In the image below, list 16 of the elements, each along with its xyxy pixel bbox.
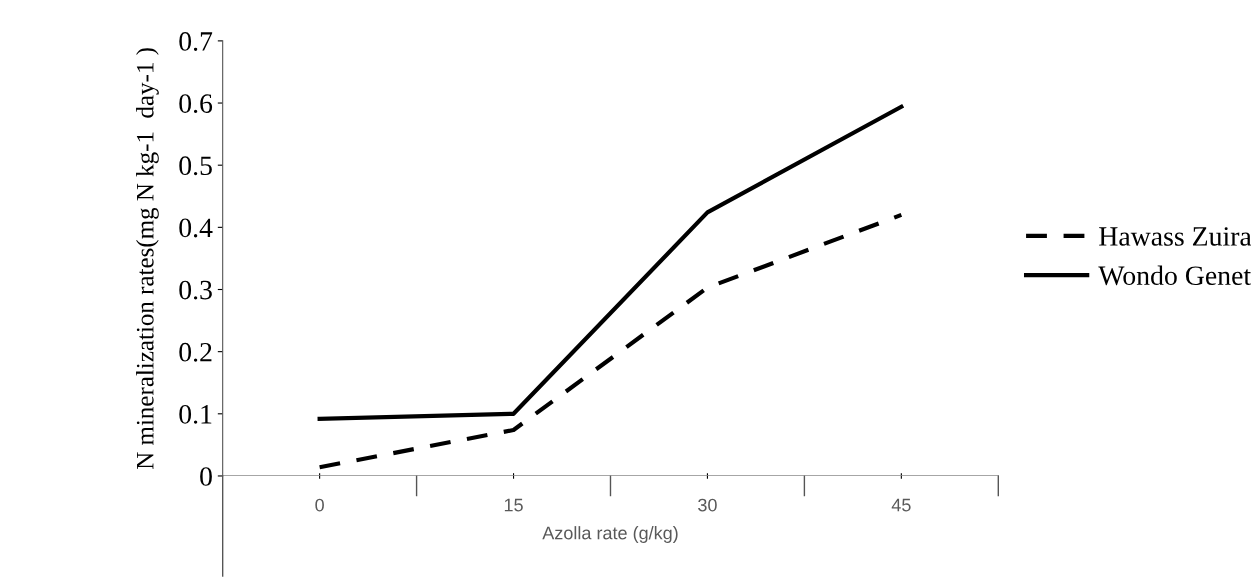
x-axis-title: Azolla rate (g/kg) [542, 526, 678, 543]
y-tick-label: 0.4 [179, 218, 213, 238]
y-tick-label: 0.2 [179, 342, 212, 362]
y-tick-label: 0.6 [179, 94, 213, 114]
legend-label: Wondo Genet [1098, 265, 1251, 286]
y-tick-label: 0.3 [179, 280, 212, 300]
x-tick-label: 0 [315, 498, 324, 512]
y-tick-label: 0.1 [179, 404, 212, 424]
legend-label: Hawass Zuira [1099, 227, 1251, 246]
x-tick-label: 45 [891, 498, 911, 512]
y-tick-label: 0.7 [179, 32, 213, 51]
x-tick-label: 15 [504, 498, 523, 512]
y-axis-title: N mineralization rates(mg N kg-1 day-1 ) [136, 48, 159, 470]
y-tick-label: 0 [200, 467, 212, 486]
x-tick-label: 30 [698, 498, 717, 512]
y-tick-label: 0.5 [179, 156, 212, 176]
